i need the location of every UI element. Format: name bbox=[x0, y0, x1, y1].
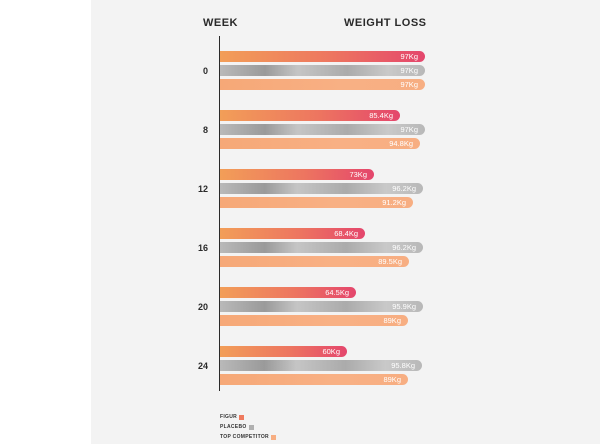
y-axis-line bbox=[219, 36, 220, 391]
legend-item-figur: FIGUR bbox=[220, 412, 276, 422]
week-label-0: 0 bbox=[202, 66, 208, 76]
bar-label-figur-week-16: 68.4Kg bbox=[334, 229, 358, 238]
bar-label-figur-week-0: 97Kg bbox=[400, 52, 418, 61]
legend: FIGUR PLACEBO TOP COMPETITOR bbox=[220, 412, 276, 442]
bar-label-placebo-week-24: 95.8Kg bbox=[391, 361, 415, 370]
bar-label-placebo-week-16: 96.2Kg bbox=[392, 243, 416, 252]
left-margin bbox=[0, 0, 91, 444]
bar-figur-week-0: 97Kg bbox=[220, 51, 425, 62]
legend-item-placebo: PLACEBO bbox=[220, 422, 276, 432]
week-label-16: 16 bbox=[197, 243, 208, 253]
bar-label-competitor-week-0: 97Kg bbox=[400, 80, 418, 89]
bar-figur-week-12: 73Kg bbox=[220, 169, 374, 180]
bar-label-competitor-week-12: 91.2Kg bbox=[382, 198, 406, 207]
bar-label-placebo-week-8: 97Kg bbox=[400, 125, 418, 134]
legend-swatch-figur bbox=[239, 414, 245, 420]
bar-label-competitor-week-16: 89.5Kg bbox=[378, 257, 402, 266]
bar-placebo-week-20: 95.9Kg bbox=[220, 301, 423, 312]
bar-competitor-week-24: 89Kg bbox=[220, 374, 408, 385]
legend-label-competitor: TOP COMPETITOR bbox=[220, 434, 269, 440]
bar-placebo-week-24: 95.8Kg bbox=[220, 360, 422, 371]
bar-placebo-week-16: 96.2Kg bbox=[220, 242, 423, 253]
bar-label-figur-week-20: 64.5Kg bbox=[325, 288, 349, 297]
bar-figur-week-20: 64.5Kg bbox=[220, 287, 356, 298]
bar-competitor-week-8: 94.8Kg bbox=[220, 138, 420, 149]
legend-label-figur: FIGUR bbox=[220, 414, 238, 420]
weight-loss-title: WEIGHT LOSS bbox=[344, 17, 427, 29]
week-label-12: 12 bbox=[197, 184, 208, 194]
bar-label-competitor-week-8: 94.8Kg bbox=[389, 139, 413, 148]
bar-competitor-week-16: 89.5Kg bbox=[220, 256, 409, 267]
week-axis-title: WEEK bbox=[203, 17, 238, 29]
legend-swatch-placebo bbox=[248, 424, 254, 430]
legend-item-competitor: TOP COMPETITOR bbox=[220, 432, 276, 442]
bar-label-competitor-week-24: 89Kg bbox=[383, 375, 401, 384]
bar-competitor-week-20: 89Kg bbox=[220, 315, 408, 326]
legend-swatch-competitor bbox=[270, 434, 276, 440]
bar-label-figur-week-8: 85.4Kg bbox=[369, 111, 393, 120]
bar-label-placebo-week-12: 96.2Kg bbox=[392, 184, 416, 193]
bar-label-placebo-week-20: 95.9Kg bbox=[392, 302, 416, 311]
week-label-20: 20 bbox=[197, 302, 208, 312]
bar-label-figur-week-12: 73Kg bbox=[349, 170, 367, 179]
legend-label-placebo: PLACEBO bbox=[220, 424, 247, 430]
bar-placebo-week-12: 96.2Kg bbox=[220, 183, 423, 194]
bar-label-figur-week-24: 60Kg bbox=[322, 347, 340, 356]
week-label-8: 8 bbox=[202, 125, 208, 135]
week-label-24: 24 bbox=[197, 361, 208, 371]
bar-label-placebo-week-0: 97Kg bbox=[400, 66, 418, 75]
bar-label-competitor-week-20: 89Kg bbox=[383, 316, 401, 325]
bar-competitor-week-0: 97Kg bbox=[220, 79, 425, 90]
bar-competitor-week-12: 91.2Kg bbox=[220, 197, 413, 208]
bar-figur-week-16: 68.4Kg bbox=[220, 228, 365, 239]
bar-placebo-week-8: 97Kg bbox=[220, 124, 425, 135]
bar-placebo-week-0: 97Kg bbox=[220, 65, 425, 76]
bar-figur-week-24: 60Kg bbox=[220, 346, 347, 357]
bar-figur-week-8: 85.4Kg bbox=[220, 110, 400, 121]
